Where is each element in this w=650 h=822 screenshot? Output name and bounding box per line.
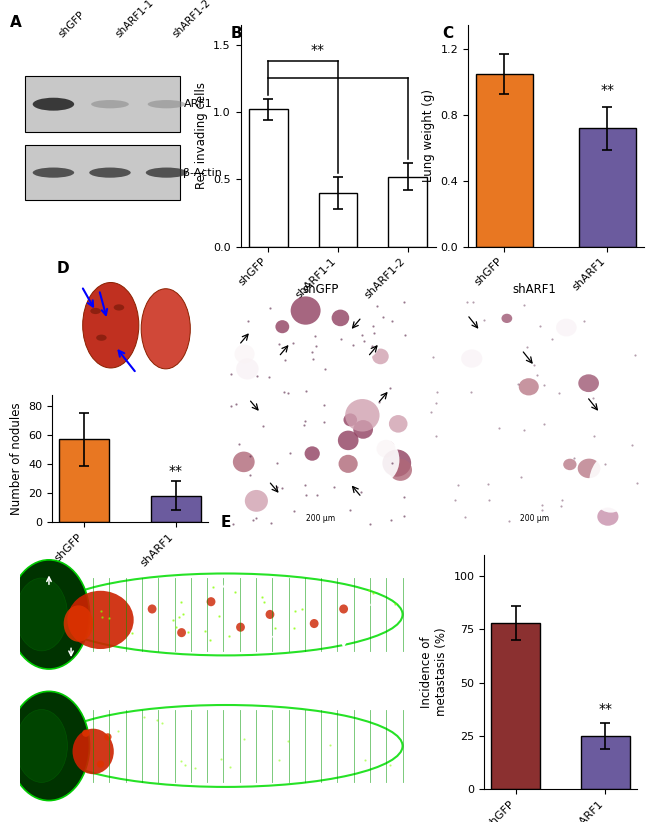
Text: shARF1-1: shARF1-1 bbox=[114, 0, 155, 39]
Ellipse shape bbox=[578, 374, 599, 392]
Ellipse shape bbox=[306, 384, 335, 442]
Ellipse shape bbox=[236, 358, 259, 380]
Ellipse shape bbox=[389, 415, 408, 432]
Bar bbox=[250, 109, 287, 247]
Bar bbox=[59, 440, 109, 522]
Ellipse shape bbox=[266, 610, 274, 619]
Ellipse shape bbox=[96, 335, 107, 341]
Bar bbox=[581, 736, 630, 789]
Y-axis label: Incidence of
metastasis (%): Incidence of metastasis (%) bbox=[420, 628, 448, 716]
Text: D: D bbox=[57, 261, 70, 276]
Text: **: ** bbox=[599, 702, 612, 716]
Text: shGFP: shGFP bbox=[57, 10, 87, 39]
Y-axis label: Number of nodules: Number of nodules bbox=[10, 402, 23, 515]
Ellipse shape bbox=[532, 378, 580, 448]
Ellipse shape bbox=[8, 560, 90, 669]
Ellipse shape bbox=[16, 578, 68, 651]
Ellipse shape bbox=[439, 340, 500, 392]
Ellipse shape bbox=[332, 310, 349, 326]
Text: 200 μm: 200 μm bbox=[520, 515, 549, 523]
Ellipse shape bbox=[89, 168, 131, 178]
Ellipse shape bbox=[345, 399, 380, 432]
Ellipse shape bbox=[563, 459, 577, 470]
Ellipse shape bbox=[338, 431, 359, 450]
Title: shARF1: shARF1 bbox=[513, 283, 556, 296]
Ellipse shape bbox=[32, 98, 74, 111]
Ellipse shape bbox=[501, 314, 512, 323]
Ellipse shape bbox=[471, 442, 511, 478]
Ellipse shape bbox=[266, 436, 295, 483]
Ellipse shape bbox=[339, 455, 358, 473]
Ellipse shape bbox=[97, 760, 104, 768]
Ellipse shape bbox=[236, 622, 245, 632]
Ellipse shape bbox=[104, 733, 112, 741]
Ellipse shape bbox=[305, 446, 320, 461]
Ellipse shape bbox=[339, 604, 348, 613]
Text: 200 μm: 200 μm bbox=[306, 515, 335, 523]
Ellipse shape bbox=[148, 604, 157, 613]
Text: shARF1-2: shARF1-2 bbox=[170, 0, 212, 39]
Ellipse shape bbox=[519, 378, 539, 395]
Ellipse shape bbox=[64, 605, 93, 642]
Ellipse shape bbox=[233, 451, 255, 472]
Bar bbox=[25, 76, 179, 132]
Ellipse shape bbox=[353, 420, 373, 439]
Ellipse shape bbox=[68, 591, 134, 649]
Text: β-Actin: β-Actin bbox=[183, 168, 222, 178]
Ellipse shape bbox=[589, 454, 632, 513]
Ellipse shape bbox=[177, 628, 186, 637]
Text: ARF1: ARF1 bbox=[183, 99, 213, 109]
Ellipse shape bbox=[372, 349, 389, 364]
Ellipse shape bbox=[82, 730, 90, 737]
Bar bbox=[389, 177, 426, 247]
Ellipse shape bbox=[340, 326, 380, 360]
Ellipse shape bbox=[226, 343, 276, 390]
Text: shARF1: shARF1 bbox=[2, 725, 12, 767]
Ellipse shape bbox=[235, 344, 255, 363]
Text: **: ** bbox=[600, 83, 614, 97]
Ellipse shape bbox=[343, 413, 357, 427]
Ellipse shape bbox=[8, 691, 90, 801]
Ellipse shape bbox=[148, 100, 185, 109]
Text: B: B bbox=[230, 25, 242, 41]
Ellipse shape bbox=[141, 289, 190, 369]
Bar bbox=[476, 74, 532, 247]
Ellipse shape bbox=[32, 168, 74, 178]
Ellipse shape bbox=[551, 310, 605, 352]
Ellipse shape bbox=[73, 728, 114, 774]
Bar bbox=[151, 496, 201, 522]
Bar bbox=[319, 193, 357, 247]
Ellipse shape bbox=[382, 450, 411, 477]
Ellipse shape bbox=[114, 304, 124, 311]
Text: C: C bbox=[443, 25, 454, 41]
Text: **: ** bbox=[310, 43, 324, 57]
Y-axis label: Lung weight (g): Lung weight (g) bbox=[422, 89, 435, 182]
Ellipse shape bbox=[597, 507, 618, 526]
Ellipse shape bbox=[207, 597, 215, 607]
Ellipse shape bbox=[245, 490, 268, 512]
Ellipse shape bbox=[578, 459, 601, 478]
Ellipse shape bbox=[146, 168, 187, 178]
Ellipse shape bbox=[276, 320, 289, 333]
Y-axis label: Rel. invading cells: Rel. invading cells bbox=[194, 82, 207, 189]
Ellipse shape bbox=[291, 297, 320, 325]
Text: shGFP: shGFP bbox=[2, 597, 12, 632]
Ellipse shape bbox=[389, 459, 412, 481]
Ellipse shape bbox=[376, 440, 395, 458]
Ellipse shape bbox=[360, 436, 399, 483]
Ellipse shape bbox=[461, 349, 482, 367]
Ellipse shape bbox=[310, 619, 318, 628]
Text: E: E bbox=[221, 515, 231, 530]
Ellipse shape bbox=[16, 709, 68, 783]
Text: A: A bbox=[10, 16, 22, 30]
Ellipse shape bbox=[556, 319, 577, 336]
Bar bbox=[491, 623, 540, 789]
Text: **: ** bbox=[169, 464, 183, 478]
Ellipse shape bbox=[90, 308, 101, 314]
Bar bbox=[579, 128, 636, 247]
Title: shGFP: shGFP bbox=[302, 283, 338, 296]
Bar bbox=[25, 145, 179, 201]
Ellipse shape bbox=[83, 283, 139, 368]
Ellipse shape bbox=[91, 100, 129, 109]
